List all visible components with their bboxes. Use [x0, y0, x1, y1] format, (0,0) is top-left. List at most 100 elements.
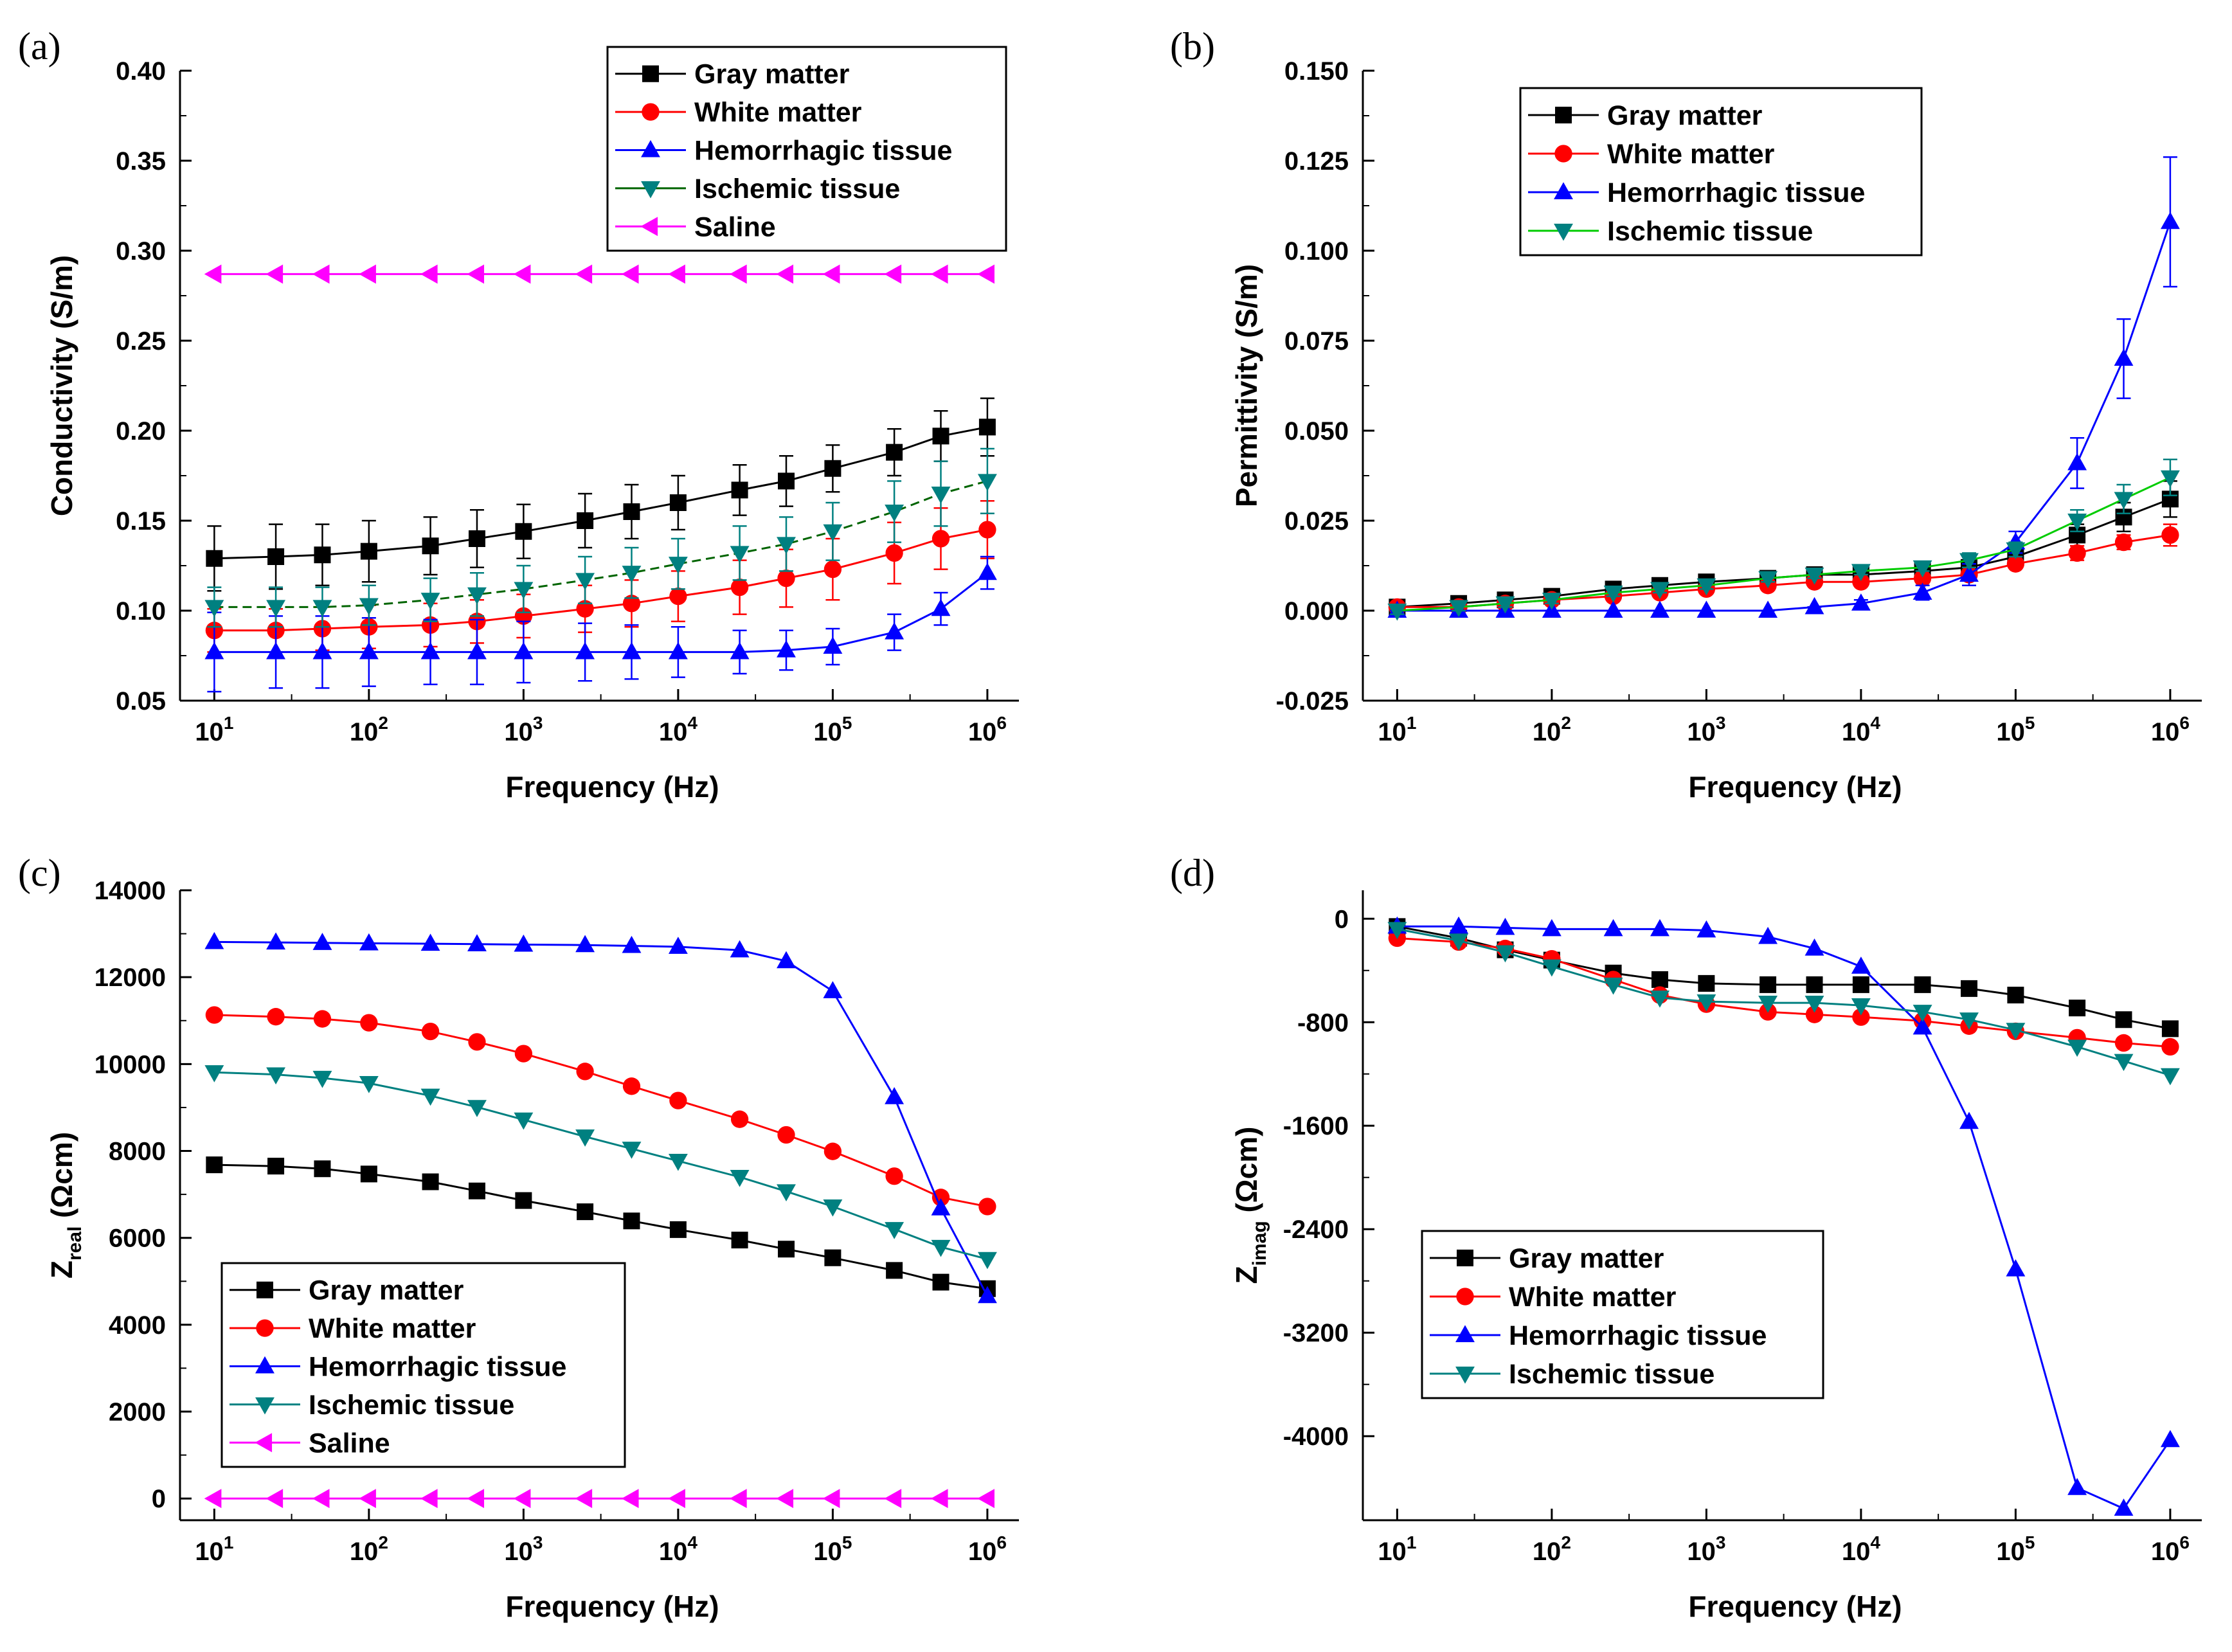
y-tick-label: 0.025 — [1284, 507, 1349, 535]
data-point — [931, 1239, 951, 1257]
data-point — [576, 600, 594, 618]
data-point — [1914, 976, 1931, 993]
x-tick-base: 10 — [1378, 718, 1407, 746]
x-tick-label: 103 — [1687, 713, 1725, 746]
data-point — [575, 642, 595, 660]
y-axis-title-main: Permittivity (S/m) — [1230, 264, 1263, 507]
data-point — [1851, 956, 1871, 974]
x-tick-label: 105 — [813, 713, 852, 746]
series-line — [214, 1163, 988, 1290]
series-saline — [204, 264, 995, 284]
data-point — [932, 427, 950, 445]
data-point — [885, 1087, 905, 1104]
data-point — [2067, 513, 2087, 531]
data-point — [977, 1286, 997, 1304]
data-point — [930, 1489, 948, 1509]
legend-item-hemorrhagic-tissue: Hemorrhagic tissue — [615, 136, 952, 166]
data-point — [884, 1489, 902, 1509]
data-point — [824, 460, 842, 477]
y-axis-title-main: Z — [1230, 1266, 1263, 1284]
series-white-matter — [205, 1006, 996, 1216]
x-tick-label: 104 — [659, 1532, 698, 1566]
data-point — [266, 1489, 284, 1509]
series-gray-matter — [1389, 918, 2179, 1037]
data-point — [2068, 544, 2086, 562]
x-tick-label: 105 — [1996, 713, 2035, 746]
data-point — [267, 1158, 285, 1175]
y-tick-label: 0.050 — [1284, 417, 1349, 445]
data-point — [1913, 1017, 1932, 1035]
x-tick-exponent: 2 — [378, 713, 388, 733]
x-tick-exponent: 1 — [224, 713, 234, 733]
x-tick-base: 10 — [2151, 1538, 2180, 1566]
data-point — [468, 1182, 485, 1199]
y-tick-label: 0.000 — [1284, 597, 1349, 625]
data-point — [977, 1252, 997, 1270]
y-tick-label: -0.025 — [1276, 687, 1349, 715]
series-line — [1397, 925, 2172, 1510]
data-point — [205, 1006, 224, 1024]
data-point — [822, 1489, 840, 1509]
legend-marker — [642, 103, 660, 121]
data-point — [669, 494, 687, 511]
legend-item-ischemic-tissue: Ischemic tissue — [230, 1390, 514, 1421]
x-tick-base: 10 — [1533, 1538, 1562, 1566]
data-point — [2114, 492, 2134, 509]
data-point — [514, 1045, 533, 1063]
data-point — [2161, 526, 2179, 544]
y-axis-title: Zimag (Ωcm) — [1230, 1127, 1270, 1284]
data-point — [359, 1489, 376, 1509]
data-point — [2115, 1011, 2132, 1028]
data-point — [359, 598, 379, 616]
legend-marker — [1456, 1288, 1474, 1306]
data-point — [360, 1014, 378, 1032]
data-point — [1697, 994, 1716, 1012]
series-line — [214, 480, 988, 608]
data-point — [2161, 1020, 2179, 1037]
data-point — [669, 587, 687, 606]
data-point — [777, 1126, 795, 1144]
y-tick-label: 0.25 — [116, 327, 166, 355]
data-point — [978, 521, 996, 539]
data-point — [730, 940, 750, 958]
data-point — [2161, 1037, 2179, 1056]
data-point — [823, 981, 843, 998]
series-line — [214, 572, 988, 653]
data-point — [1650, 990, 1670, 1008]
x-tick-exponent: 2 — [378, 1532, 388, 1552]
data-point — [2160, 470, 2180, 488]
x-tick-exponent: 5 — [2025, 1532, 2035, 1552]
data-point — [977, 1489, 995, 1509]
x-tick-exponent: 3 — [533, 713, 543, 733]
data-point — [467, 587, 487, 605]
legend-marker — [255, 1356, 274, 1374]
data-point — [1852, 976, 1869, 993]
legend-marker — [255, 1397, 274, 1415]
data-point — [1698, 974, 1715, 992]
data-point — [2006, 555, 2025, 573]
data-point — [2114, 1054, 2134, 1072]
data-point — [669, 1221, 687, 1238]
data-point — [2067, 1039, 2087, 1057]
legend-marker — [256, 1281, 273, 1298]
x-tick-exponent: 6 — [2179, 713, 2190, 733]
data-point — [312, 1070, 332, 1088]
data-point — [1806, 976, 1823, 993]
legend: Gray matter White matter Hemorrhagic tissu… — [1519, 87, 1923, 256]
legend-marker — [1554, 182, 1573, 200]
x-tick-label: 102 — [350, 1532, 388, 1566]
data-point — [1851, 998, 1871, 1016]
x-tick-exponent: 6 — [996, 713, 1007, 733]
y-tick-label: 0.10 — [116, 597, 166, 625]
data-point — [422, 537, 439, 555]
legend-item-hemorrhagic-tissue: Hemorrhagic tissue — [230, 1352, 566, 1383]
y-tick-label: -2400 — [1283, 1216, 1349, 1244]
x-tick-label: 104 — [659, 713, 698, 746]
data-point — [575, 1489, 593, 1509]
data-point — [824, 1249, 842, 1266]
data-point — [312, 642, 332, 660]
data-point — [1603, 919, 1623, 937]
legend-label: Ischemic tissue — [309, 1390, 514, 1421]
data-point — [776, 1489, 794, 1509]
series-hemorrhagic-tissue — [204, 931, 997, 1304]
